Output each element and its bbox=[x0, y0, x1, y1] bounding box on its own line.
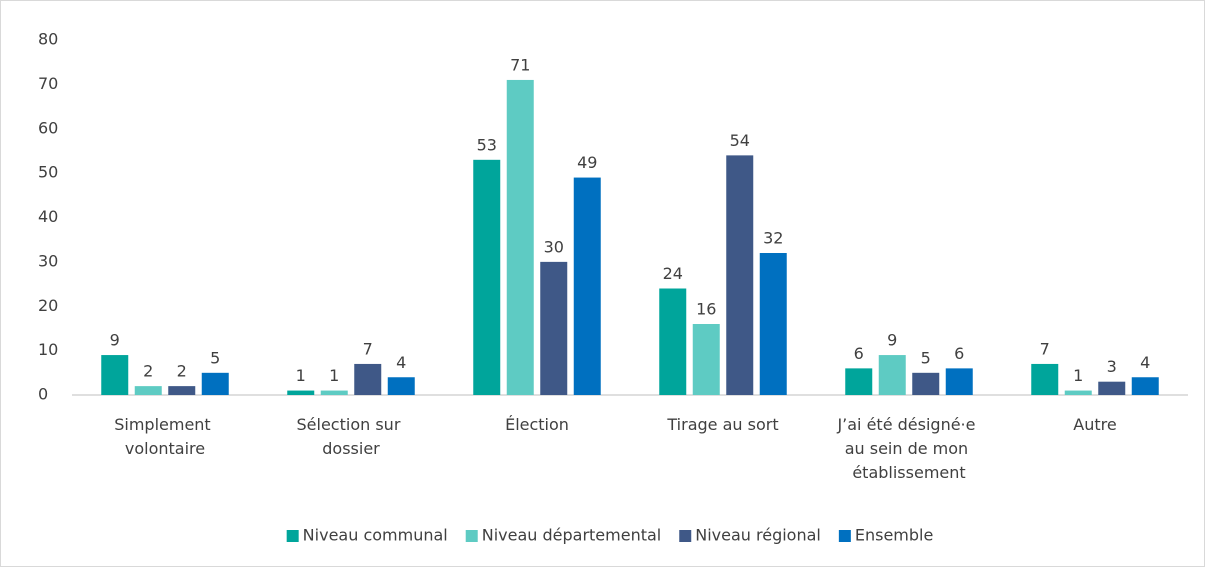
value-label: 16 bbox=[696, 300, 716, 319]
bar bbox=[387, 377, 415, 395]
value-label: 3 bbox=[1107, 357, 1117, 376]
bar bbox=[759, 253, 787, 395]
bar bbox=[573, 177, 601, 395]
legend-label: Niveau communal bbox=[303, 526, 448, 545]
legend-label: Niveau départemental bbox=[482, 526, 662, 545]
y-tick-label: 40 bbox=[38, 207, 58, 226]
value-label: 4 bbox=[396, 353, 406, 372]
bar bbox=[726, 155, 754, 395]
bar bbox=[878, 355, 906, 395]
legend-swatch bbox=[465, 530, 478, 542]
x-tick-label: Simplement volontaire bbox=[114, 415, 216, 458]
value-label: 5 bbox=[921, 348, 931, 367]
legend-swatch bbox=[286, 530, 299, 542]
x-tick-label: Autre bbox=[1073, 415, 1116, 434]
value-label: 32 bbox=[763, 229, 783, 248]
bar bbox=[201, 372, 229, 395]
bar bbox=[1064, 390, 1092, 395]
bar bbox=[945, 368, 973, 395]
legend-swatch bbox=[838, 530, 851, 542]
legend-swatch bbox=[679, 530, 692, 542]
value-label: 7 bbox=[363, 339, 373, 358]
bar bbox=[540, 261, 568, 395]
legend-label: Niveau régional bbox=[695, 526, 821, 545]
value-label: 1 bbox=[1073, 366, 1083, 385]
bar bbox=[287, 390, 315, 395]
bar bbox=[354, 363, 382, 395]
value-label: 53 bbox=[477, 135, 497, 154]
y-tick-label: 70 bbox=[38, 74, 58, 93]
x-tick-label: Élection bbox=[505, 415, 569, 434]
bar bbox=[473, 159, 501, 395]
y-tick-label: 30 bbox=[38, 251, 58, 270]
bar bbox=[1098, 381, 1126, 395]
legend-label: Ensemble bbox=[855, 526, 933, 545]
value-label: 54 bbox=[730, 131, 750, 150]
value-label: 2 bbox=[177, 362, 187, 381]
value-label: 9 bbox=[110, 331, 120, 350]
bar bbox=[101, 355, 129, 395]
y-tick-label: 80 bbox=[38, 30, 58, 49]
value-label: 4 bbox=[1140, 353, 1150, 372]
bar bbox=[1031, 363, 1059, 395]
value-label: 1 bbox=[329, 366, 339, 385]
value-label: 5 bbox=[210, 348, 220, 367]
value-label: 6 bbox=[954, 344, 964, 363]
bar bbox=[168, 386, 196, 395]
x-tick-label: J’ai été désigné·e au sein de mon établi… bbox=[836, 415, 980, 482]
y-tick-label: 50 bbox=[38, 163, 58, 182]
value-label: 1 bbox=[296, 366, 306, 385]
value-label: 49 bbox=[577, 153, 597, 172]
y-tick-label: 0 bbox=[38, 385, 48, 404]
x-tick-label: Tirage au sort bbox=[666, 415, 778, 434]
y-tick-label: 20 bbox=[38, 296, 58, 315]
value-label: 7 bbox=[1040, 339, 1050, 358]
value-label: 6 bbox=[854, 344, 864, 363]
value-label: 30 bbox=[544, 237, 564, 256]
y-tick-label: 10 bbox=[38, 340, 58, 359]
bar bbox=[659, 288, 687, 395]
value-label: 2 bbox=[143, 362, 153, 381]
legend: Niveau communal Niveau départemental Nivea… bbox=[286, 526, 933, 545]
bar bbox=[845, 368, 873, 395]
bar bbox=[692, 324, 720, 395]
bar bbox=[506, 79, 534, 395]
bar bbox=[134, 386, 162, 395]
y-tick-label: 60 bbox=[38, 118, 58, 137]
value-label: 9 bbox=[887, 331, 897, 350]
bar bbox=[1131, 377, 1159, 395]
bar bbox=[912, 372, 940, 395]
value-label: 71 bbox=[510, 55, 530, 74]
bar bbox=[320, 390, 348, 395]
value-label: 24 bbox=[663, 264, 683, 283]
x-tick-label: Sélection sur dossier bbox=[297, 415, 406, 458]
